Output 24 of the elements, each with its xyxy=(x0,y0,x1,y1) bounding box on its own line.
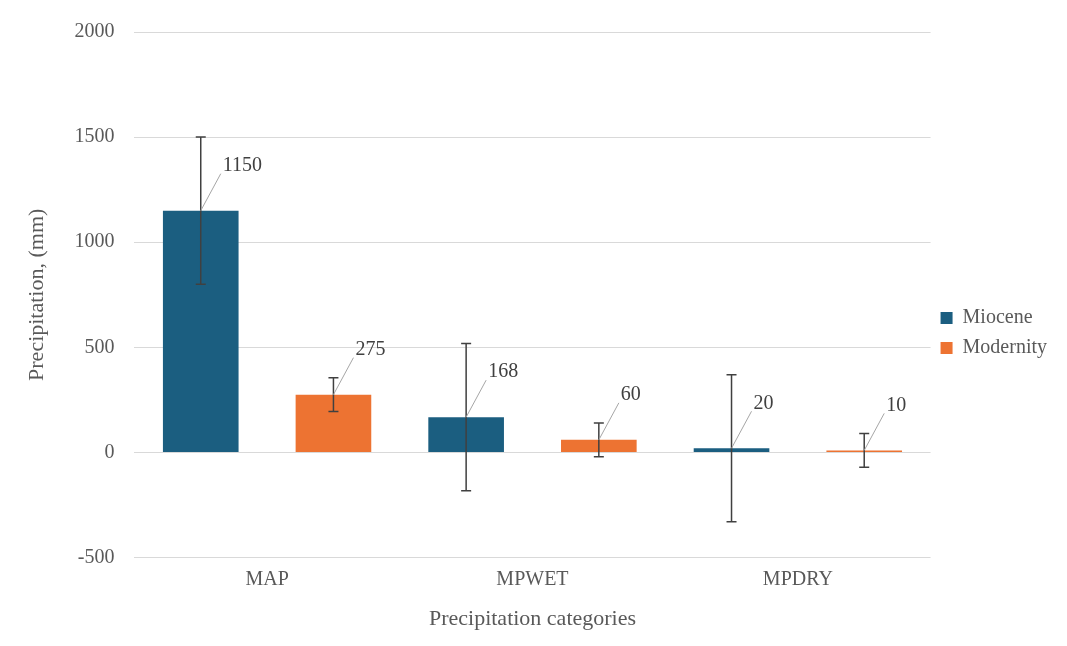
data-label: 10 xyxy=(886,392,907,415)
bar xyxy=(561,439,637,452)
legend-label: Miocene xyxy=(962,305,1033,328)
y-tick-label: 1500 xyxy=(74,124,115,147)
x-axis-title: Precipitation categories xyxy=(428,604,637,630)
x-tick-label: MPDRY xyxy=(762,566,833,589)
data-label: 20 xyxy=(753,390,774,413)
bar xyxy=(295,394,372,452)
data-label: 275 xyxy=(355,336,386,359)
data-label: 168 xyxy=(488,359,519,382)
data-label: 1150 xyxy=(222,152,263,175)
data-label: 60 xyxy=(620,382,641,405)
y-tick-label: 0 xyxy=(104,439,115,462)
x-tick-label: MAP xyxy=(245,566,289,589)
y-tick-label: 500 xyxy=(84,334,115,357)
y-axis-title: Precipitation, (mm) xyxy=(22,208,48,381)
bar xyxy=(693,448,770,452)
x-tick-label: MPWET xyxy=(496,566,569,589)
y-tick-label: 2000 xyxy=(74,19,115,42)
y-tick-label: -500 xyxy=(77,544,115,567)
bar xyxy=(162,210,239,452)
legend-label: Modernity xyxy=(962,335,1047,359)
y-tick-label: 1000 xyxy=(74,229,115,252)
bar xyxy=(428,417,504,452)
